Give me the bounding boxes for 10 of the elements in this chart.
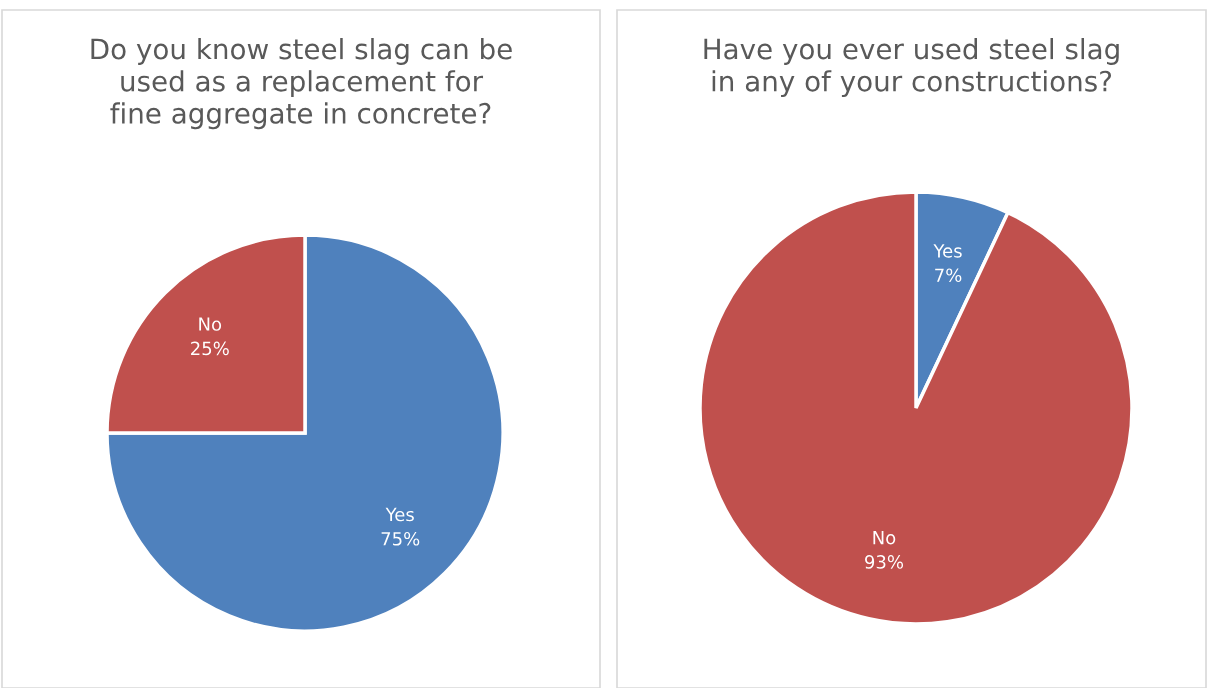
data-label: 25% [191,341,229,356]
chart-title: Have you ever used steel slag in any of your constructions? [704,38,1119,98]
data-label: 93% [865,555,904,569]
slice-label: Yes [933,244,962,258]
slice-label: No [873,530,896,545]
data-label: 7% [935,268,962,283]
slice-label: No [199,317,222,331]
data-label: 75% [381,531,420,546]
chart-title: Do you know steel slag can be used as a replacement for fine aggregate in concrete? [91,38,512,130]
slice-label: Yes [385,507,414,522]
